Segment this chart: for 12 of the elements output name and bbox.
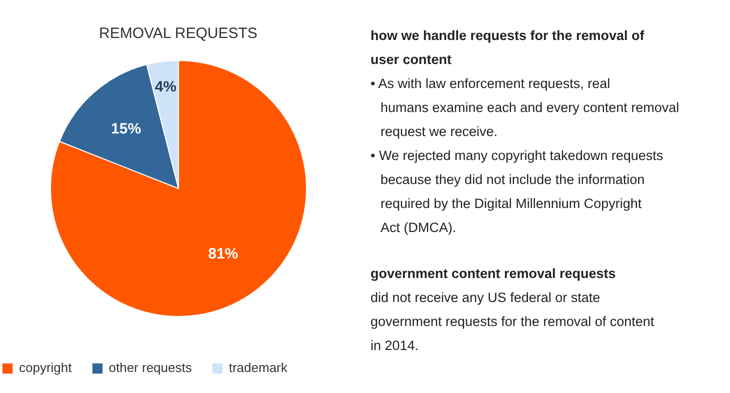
data-label: 15% xyxy=(111,120,142,138)
chart-title: REMOVAL REQUESTS xyxy=(99,25,258,42)
legend-label: copyright xyxy=(19,360,72,375)
text: • We rejected many copyright takedown requests because they did not include the information required by the Digital Millennium Copyright Act (DMCA). xyxy=(370,148,664,235)
text: government content removal requests xyxy=(370,266,616,281)
text: how we handle requests for the removal of user content xyxy=(370,28,645,67)
text: did not receive any US federal or state government requests for the removal of content in 2014. xyxy=(370,290,654,353)
text: • As with law enforcement requests, real humans examine each and every content removal request we receive. xyxy=(370,76,680,139)
legend-label: other requests xyxy=(108,360,192,375)
data-label: 4% xyxy=(154,78,177,96)
legend-label: trademark xyxy=(228,360,288,375)
data-label: 81% xyxy=(208,246,238,263)
